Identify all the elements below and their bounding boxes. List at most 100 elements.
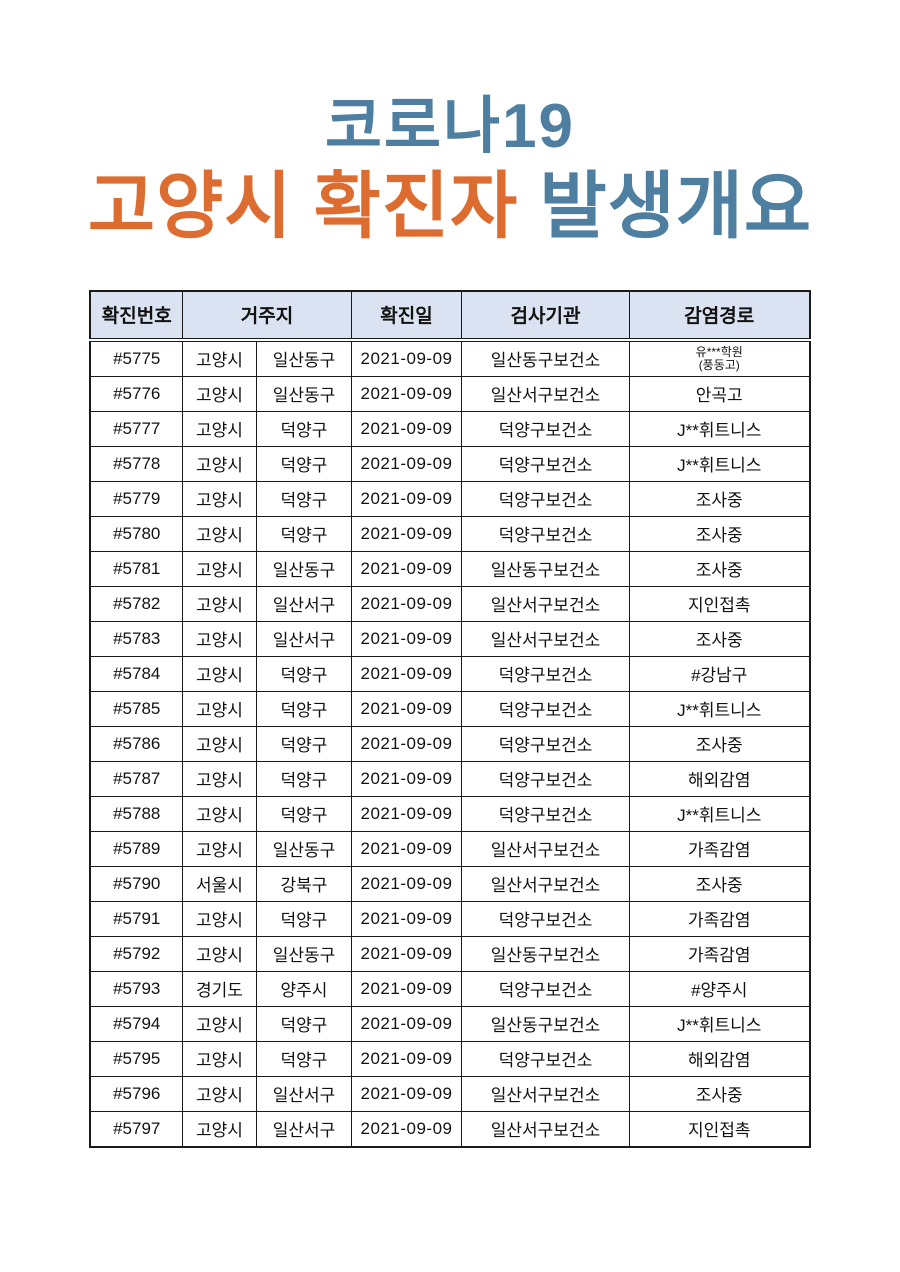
col-header-confirm-date: 확진일 [351, 290, 462, 342]
test-agency-cell: 덕양구보건소 [461, 1040, 630, 1077]
residence-district-cell: 덕양구 [255, 655, 353, 692]
residence-district-cell: 덕양구 [255, 410, 353, 447]
confirm-date-cell: 2021-09-09 [351, 830, 462, 867]
confirm-date-cell: 2021-09-09 [351, 620, 462, 657]
table-row: #5787 고양시 덕양구 2021-09-09 덕양구보건소 해외감염 [89, 760, 810, 797]
residence-city-cell: 고양시 [181, 1075, 257, 1112]
residence-district-cell: 일산동구 [255, 339, 353, 377]
residence-city-cell: 고양시 [181, 410, 257, 447]
confirm-date-cell: 2021-09-09 [351, 410, 462, 447]
table-row: #5782 고양시 일산서구 2021-09-09 일산서구보건소 지인접촉 [89, 585, 810, 622]
infection-route-main: 조사중 [695, 631, 743, 651]
case-number-cell: #5782 [89, 585, 183, 622]
confirm-date-cell: 2021-09-09 [351, 1040, 462, 1077]
confirm-date-cell: 2021-09-09 [351, 1075, 462, 1112]
residence-district-cell: 덕양구 [255, 795, 353, 832]
residence-city-cell: 고양시 [181, 725, 257, 762]
table-row: #5788 고양시 덕양구 2021-09-09 덕양구보건소 J**휘트니스 [89, 795, 810, 832]
case-number-cell: #5794 [89, 1005, 183, 1042]
case-table: 확진번호 거주지 확진일 검사기관 감염경로 #5775 고양시 일산동구 20… [89, 289, 811, 1148]
case-number-cell: #5797 [89, 1110, 183, 1148]
page-title: 코로나19 고양시 확진자 발생개요 [0, 0, 900, 246]
residence-district-cell: 덕양구 [255, 760, 353, 797]
infection-route-cell: J**휘트니스 [629, 690, 810, 727]
residence-city-cell: 고양시 [181, 830, 257, 867]
infection-route-cell: 조사중 [629, 480, 810, 517]
confirm-date-cell: 2021-09-09 [351, 760, 462, 797]
table-row: #5781 고양시 일산동구 2021-09-09 일산동구보건소 조사중 [89, 550, 810, 587]
residence-district-cell: 일산서구 [255, 585, 353, 622]
test-agency-cell: 덕양구보건소 [461, 760, 630, 797]
infection-route-cell: 해외감염 [629, 1040, 810, 1077]
residence-district-cell: 덕양구 [255, 445, 353, 482]
residence-city-cell: 고양시 [181, 585, 257, 622]
infection-route-main: J**휘트니스 [677, 701, 762, 721]
case-number-cell: #5776 [89, 375, 183, 412]
residence-city-cell: 고양시 [181, 1005, 257, 1042]
test-agency-cell: 일산동구보건소 [461, 550, 630, 587]
test-agency-cell: 일산서구보건소 [461, 1075, 630, 1112]
residence-city-cell: 고양시 [181, 795, 257, 832]
infection-route-cell: 가족감염 [629, 900, 810, 937]
infection-route-main: 지인접촉 [687, 1121, 751, 1141]
case-number-cell: #5796 [89, 1075, 183, 1112]
infection-route-main: J**휘트니스 [677, 806, 762, 826]
test-agency-cell: 덕양구보건소 [461, 515, 630, 552]
infection-route-main: 조사중 [695, 1086, 743, 1106]
residence-city-cell: 고양시 [181, 515, 257, 552]
confirm-date-cell: 2021-09-09 [351, 585, 462, 622]
residence-district-cell: 덕양구 [255, 725, 353, 762]
residence-district-cell: 양주시 [255, 970, 353, 1007]
col-header-test-agency: 검사기관 [461, 290, 630, 342]
col-header-residence: 거주지 [181, 290, 353, 342]
confirm-date-cell: 2021-09-09 [351, 445, 462, 482]
table-row: #5785 고양시 덕양구 2021-09-09 덕양구보건소 J**휘트니스 [89, 690, 810, 727]
table-row: #5795 고양시 덕양구 2021-09-09 덕양구보건소 해외감염 [89, 1040, 810, 1077]
infection-route-cell: J**휘트니스 [629, 445, 810, 482]
title-line2-rest: 발생개요 [539, 166, 813, 248]
case-number-cell: #5779 [89, 480, 183, 517]
residence-district-cell: 일산서구 [255, 1110, 353, 1148]
test-agency-cell: 덕양구보건소 [461, 445, 630, 482]
test-agency-cell: 덕양구보건소 [461, 795, 630, 832]
infection-route-cell: 지인접촉 [629, 585, 810, 622]
confirm-date-cell: 2021-09-09 [351, 480, 462, 517]
infection-route-cell: 가족감염 [629, 935, 810, 972]
infection-route-cell: 조사중 [629, 515, 810, 552]
test-agency-cell: 일산서구보건소 [461, 1110, 630, 1148]
residence-city-cell: 고양시 [181, 445, 257, 482]
infection-route-sub: (풍동고) [698, 357, 740, 372]
table-row: #5797 고양시 일산서구 2021-09-09 일산서구보건소 지인접촉 [89, 1110, 810, 1148]
residence-city-cell: 고양시 [181, 375, 257, 412]
test-agency-cell: 일산동구보건소 [461, 339, 630, 377]
residence-district-cell: 덕양구 [255, 515, 353, 552]
header-row: 확진번호 거주지 확진일 검사기관 감염경로 [89, 290, 810, 342]
test-agency-cell: 일산서구보건소 [461, 585, 630, 622]
table-row: #5796 고양시 일산서구 2021-09-09 일산서구보건소 조사중 [89, 1075, 810, 1112]
case-number-cell: #5781 [89, 550, 183, 587]
residence-district-cell: 일산동구 [255, 550, 353, 587]
test-agency-cell: 덕양구보건소 [461, 970, 630, 1007]
residence-city-cell: 고양시 [181, 1110, 257, 1148]
infection-route-main: #강남구 [691, 666, 748, 686]
case-number-cell: #5792 [89, 935, 183, 972]
residence-district-cell: 덕양구 [255, 1005, 353, 1042]
title-line1: 코로나19 [324, 92, 576, 161]
confirm-date-cell: 2021-09-09 [351, 725, 462, 762]
infection-route-cell: 조사중 [629, 550, 810, 587]
case-table-body: #5775 고양시 일산동구 2021-09-09 일산동구보건소 유***학원… [89, 339, 810, 1148]
table-row: #5779 고양시 덕양구 2021-09-09 덕양구보건소 조사중 [89, 480, 810, 517]
case-number-cell: #5783 [89, 620, 183, 657]
case-number-cell: #5777 [89, 410, 183, 447]
test-agency-cell: 덕양구보건소 [461, 480, 630, 517]
confirm-date-cell: 2021-09-09 [351, 865, 462, 902]
infection-route-cell: 가족감염 [629, 830, 810, 867]
table-row: #5783 고양시 일산서구 2021-09-09 일산서구보건소 조사중 [89, 620, 810, 657]
infection-route-cell: 지인접촉 [629, 1110, 810, 1148]
case-number-cell: #5778 [89, 445, 183, 482]
infection-route-main: J**휘트니스 [677, 421, 762, 441]
test-agency-cell: 일산서구보건소 [461, 865, 630, 902]
residence-city-cell: 고양시 [181, 480, 257, 517]
table-row: #5794 고양시 덕양구 2021-09-09 일산동구보건소 J**휘트니스 [89, 1005, 810, 1042]
